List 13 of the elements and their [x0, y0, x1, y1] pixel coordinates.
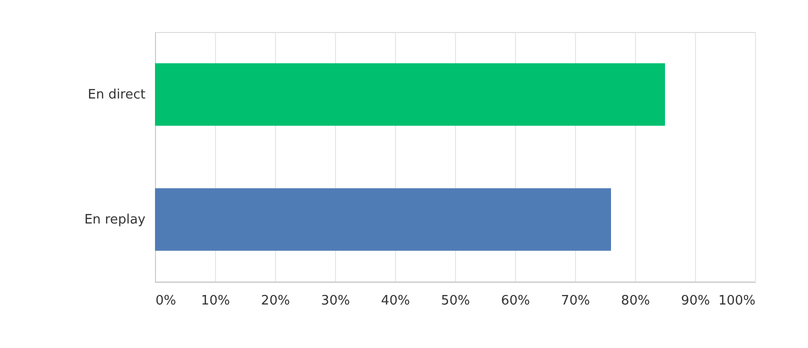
x-tick-label: 0% [156, 294, 176, 308]
x-tick-label: 10% [201, 294, 230, 308]
x-tick-label: 40% [381, 294, 410, 308]
x-tick-label: 80% [621, 294, 650, 308]
x-tick-label: 90% [681, 294, 710, 308]
y-tick-label: En direct [88, 88, 146, 102]
x-tick-label: 70% [561, 294, 590, 308]
y-tick-label: En replay [84, 212, 146, 228]
x-tick-label: 20% [261, 294, 290, 308]
x-tick-label: 100% [718, 294, 756, 308]
x-tick-label: 50% [441, 294, 470, 308]
x-tick-label: 30% [321, 294, 350, 308]
x-tick-label: 60% [501, 294, 530, 308]
